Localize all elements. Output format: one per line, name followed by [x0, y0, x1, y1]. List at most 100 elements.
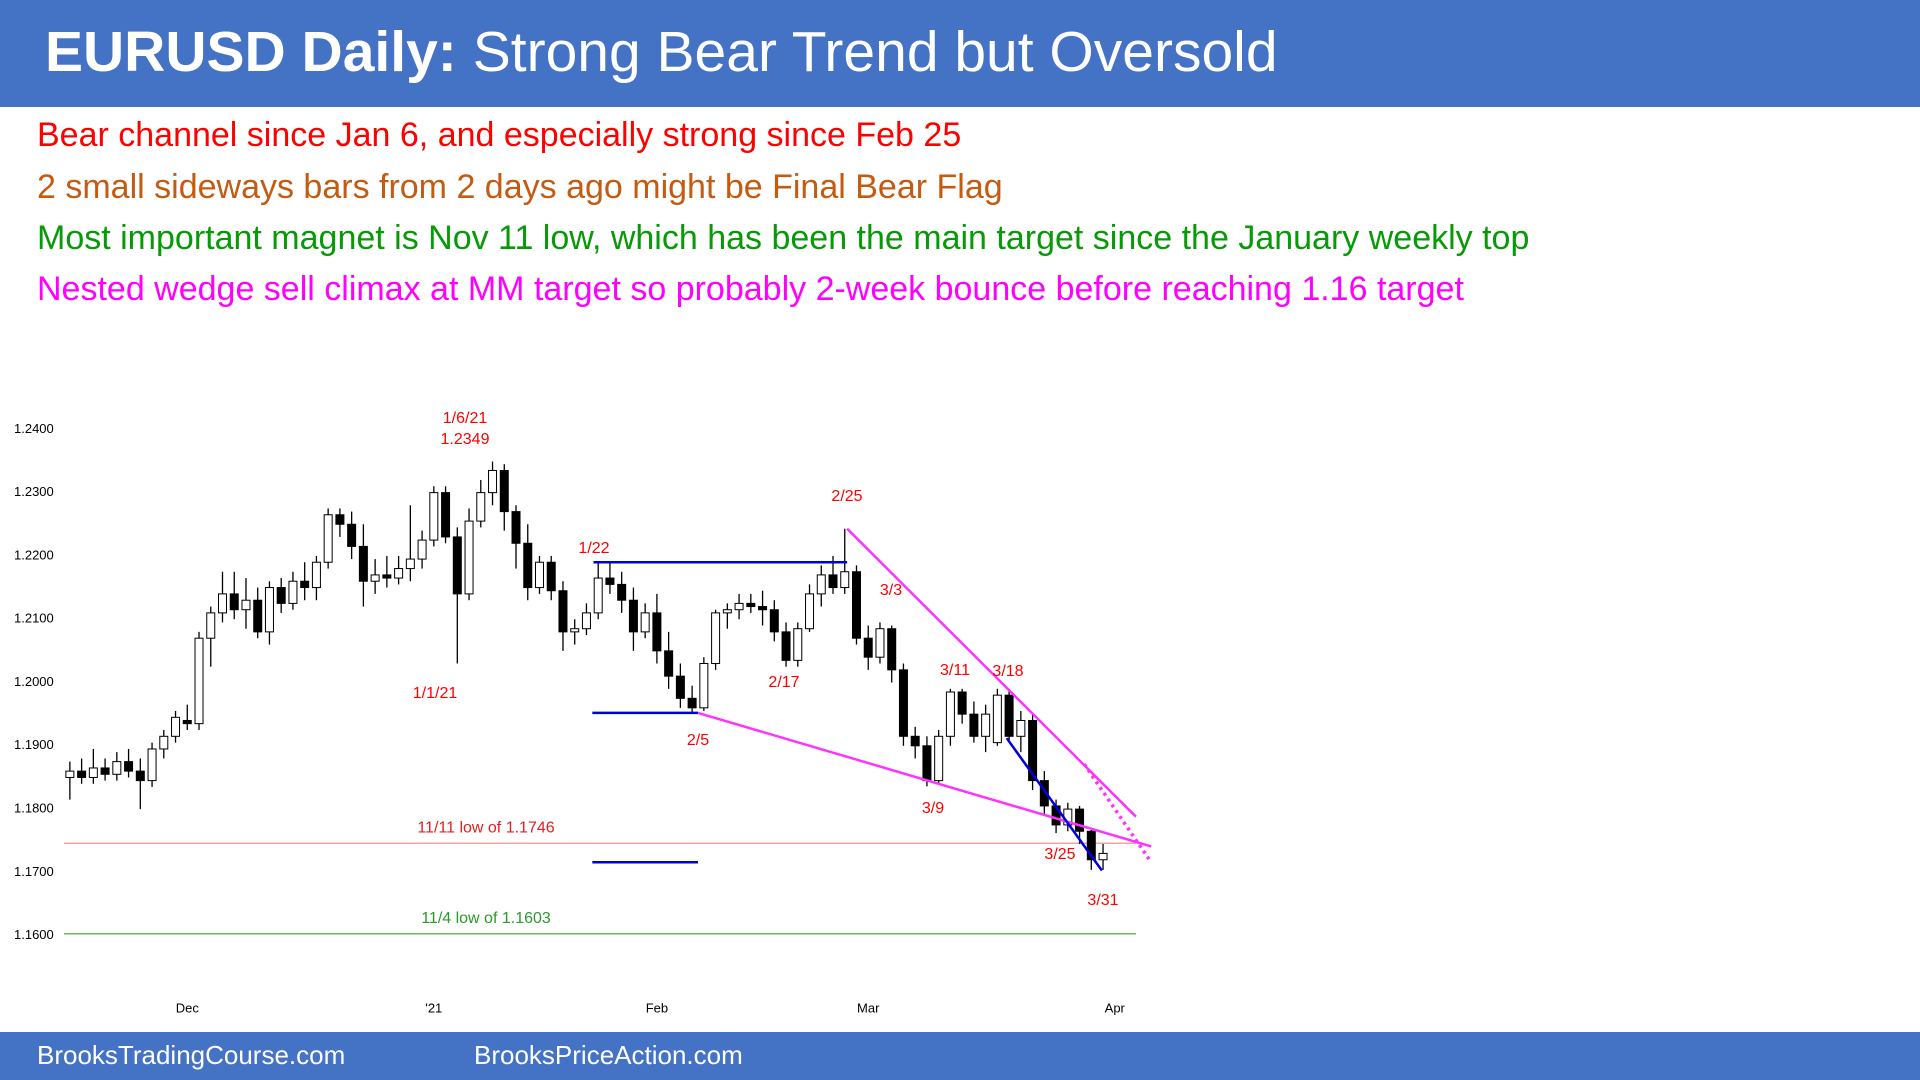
candle-body	[159, 735, 169, 750]
candle-body	[758, 606, 768, 611]
note: Most important magnet is Nov 11 low, whi…	[37, 219, 1529, 257]
candle-body	[77, 770, 87, 778]
annotation-line	[697, 711, 1152, 848]
candle-body	[276, 587, 286, 604]
candle-body	[335, 514, 345, 525]
candle-body	[969, 713, 979, 737]
candle-body	[840, 571, 850, 589]
candle-body	[675, 675, 685, 699]
candle-body	[1086, 830, 1096, 861]
footer-link: BrooksTradingCourse.com	[37, 1040, 345, 1070]
candle-body	[687, 697, 697, 709]
y-tick-label: 1.1800	[14, 801, 54, 816]
candle-body	[323, 514, 333, 563]
annotation: 3/31	[1087, 892, 1118, 909]
annotation: 1.2349	[441, 431, 490, 448]
x-tick-label: '21	[425, 1000, 442, 1015]
candle-body	[922, 745, 932, 782]
candle-body	[288, 580, 298, 604]
candle-body	[241, 599, 251, 611]
candle-body	[217, 593, 227, 614]
x-tick-label: Feb	[646, 1000, 668, 1015]
candle-body	[875, 628, 885, 658]
candle-body	[581, 612, 591, 630]
annotation: 3/3	[880, 582, 902, 599]
candle-body	[746, 602, 756, 608]
candle-body	[1039, 780, 1049, 807]
candle-body	[171, 716, 181, 737]
candle-body	[511, 511, 521, 544]
annotation-line	[1005, 737, 1103, 872]
candle-body	[253, 599, 263, 633]
candle-body	[851, 571, 861, 639]
candle-body	[194, 637, 204, 725]
candle-body	[816, 574, 826, 595]
candle-body	[394, 568, 404, 579]
candle-body	[534, 561, 544, 589]
annotation: 3/25	[1044, 846, 1075, 863]
note: Bear channel since Jan 6, and especially…	[37, 116, 961, 154]
candle-body	[805, 593, 815, 630]
candle-body	[1098, 852, 1108, 861]
y-tick-label: 1.2300	[14, 484, 54, 499]
candle-body	[229, 593, 239, 611]
note: Nested wedge sell climax at MM target so…	[37, 270, 1464, 308]
candle-body	[135, 770, 145, 782]
annotation: 1/6/21	[443, 410, 488, 427]
candle-body	[417, 539, 427, 560]
candle-body	[429, 492, 439, 541]
candle-body	[863, 637, 873, 658]
candle-body	[182, 719, 192, 725]
annotation: 1/22	[578, 540, 609, 557]
note: 2 small sideways bars from 2 days ago mi…	[37, 168, 1003, 206]
candle-body	[523, 542, 533, 589]
annotation: 1/1/21	[413, 685, 458, 702]
candle-body	[593, 577, 603, 614]
annotation-line	[1082, 763, 1153, 864]
candle-body	[711, 612, 721, 665]
candle-body	[65, 770, 75, 778]
reference-label: 11/4 low of 1.1603	[421, 910, 551, 927]
candle-body	[300, 580, 310, 589]
title-text: Strong Bear Trend but Oversold	[473, 20, 1278, 84]
candle-body	[546, 561, 556, 592]
annotation: 2/25	[831, 488, 862, 505]
candle-body	[1016, 719, 1026, 737]
y-tick-label: 1.2000	[14, 674, 54, 689]
y-tick-label: 1.2400	[14, 421, 54, 436]
candle-body	[781, 631, 791, 661]
y-tick-label: 1.2100	[14, 611, 54, 626]
chart: 1.1600 1.1700 1.1800 1.1900 1.2000 1.2100 1.22…	[14, 410, 1153, 1015]
candle-body	[311, 561, 321, 589]
candle-body	[358, 545, 368, 582]
candle-body	[652, 612, 662, 652]
candle-body	[722, 609, 732, 614]
candle-body	[1075, 808, 1085, 832]
candle-body	[1004, 694, 1014, 737]
candle-body	[945, 691, 955, 737]
candle-body	[264, 587, 274, 633]
y-tick-label: 1.1700	[14, 864, 54, 879]
candle-body	[793, 628, 803, 661]
candle-body	[910, 735, 920, 747]
y-tick-label: 1.1900	[14, 737, 54, 752]
x-tick-label: Apr	[1105, 1000, 1126, 1015]
candle-body	[570, 628, 580, 633]
header-band	[0, 0, 1920, 107]
candle-body	[640, 612, 650, 633]
candle-body	[382, 574, 392, 579]
annotation-line	[846, 527, 1137, 818]
candle-body	[617, 583, 627, 601]
annotation: 3/18	[992, 663, 1023, 680]
x-tick-label: Dec	[176, 1000, 200, 1015]
candle-body	[887, 628, 897, 671]
candle-body	[112, 761, 122, 775]
annotation: 2/17	[768, 674, 799, 691]
candle-body	[699, 663, 709, 709]
x-tick-label: Mar	[857, 1000, 880, 1015]
y-tick-label: 1.2200	[14, 547, 54, 562]
candle-body	[628, 599, 638, 633]
candle-body	[100, 767, 110, 775]
candle-body	[405, 558, 415, 570]
